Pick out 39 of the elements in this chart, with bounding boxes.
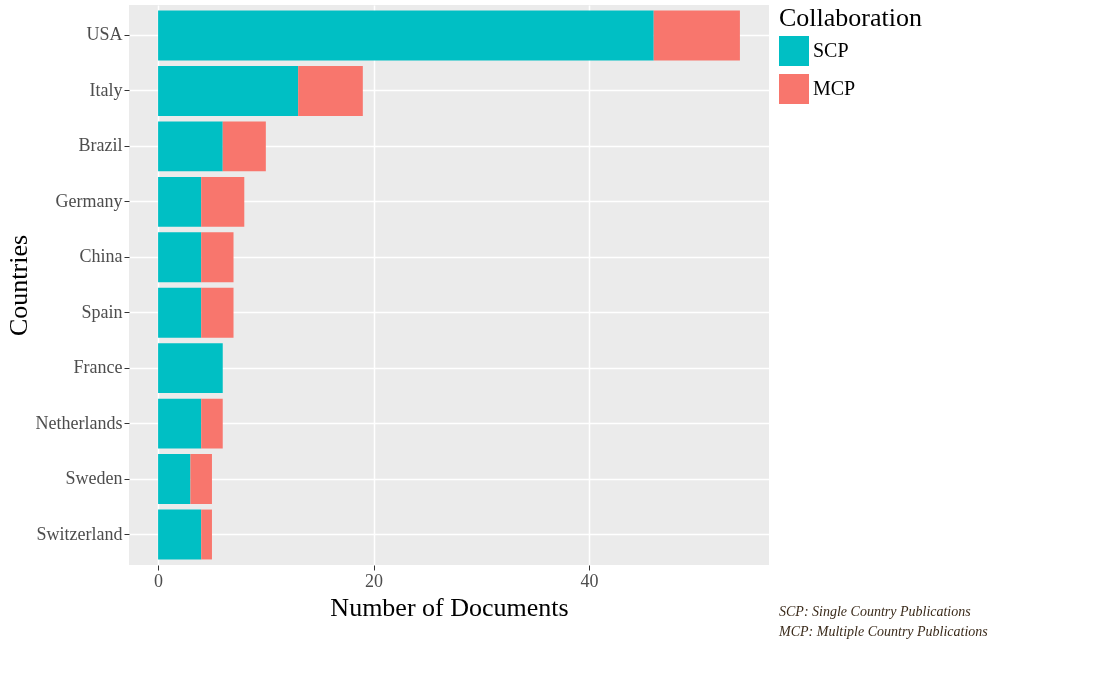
bar <box>201 287 234 338</box>
bar <box>158 232 202 283</box>
y-tick-label: Switzerland <box>36 523 123 544</box>
y-tick-label: Germany <box>55 190 123 211</box>
legend-title: Collaboration <box>779 3 922 32</box>
bar <box>158 454 191 505</box>
y-tick-label: Spain <box>81 301 123 322</box>
y-tick-label: China <box>79 246 123 267</box>
y-tick-label: France <box>73 357 123 378</box>
y-axis-title: Countries <box>3 234 33 337</box>
bar <box>222 121 266 172</box>
x-tick-label: 20 <box>365 570 384 591</box>
bar <box>158 65 299 116</box>
x-tick-label: 40 <box>580 570 599 591</box>
bar <box>158 10 654 61</box>
bar <box>158 343 223 394</box>
legend-label: SCP <box>813 39 849 61</box>
bar <box>298 65 363 116</box>
bar <box>201 232 234 283</box>
y-tick-label: Netherlands <box>35 412 123 433</box>
bar <box>201 176 245 227</box>
y-tick-label: Brazil <box>78 135 123 156</box>
text: MCP: Multiple Country Publications <box>778 624 989 639</box>
x-axis-title: Number of Documents <box>330 592 569 622</box>
bar <box>190 454 212 505</box>
y-tick-label: Italy <box>89 79 123 100</box>
bar <box>653 10 740 61</box>
bar <box>201 509 212 560</box>
bar <box>158 121 223 172</box>
bar <box>158 176 202 227</box>
text: SCP: Single Country Publications <box>779 604 972 619</box>
y-tick-label: USA <box>86 24 123 45</box>
y-tick-label: Sweden <box>65 468 123 489</box>
x-tick-label: 0 <box>154 570 164 591</box>
legend-label: MCP <box>813 77 856 99</box>
bar <box>201 398 223 449</box>
bar <box>158 509 202 560</box>
bar <box>158 287 202 338</box>
bar <box>158 398 202 449</box>
